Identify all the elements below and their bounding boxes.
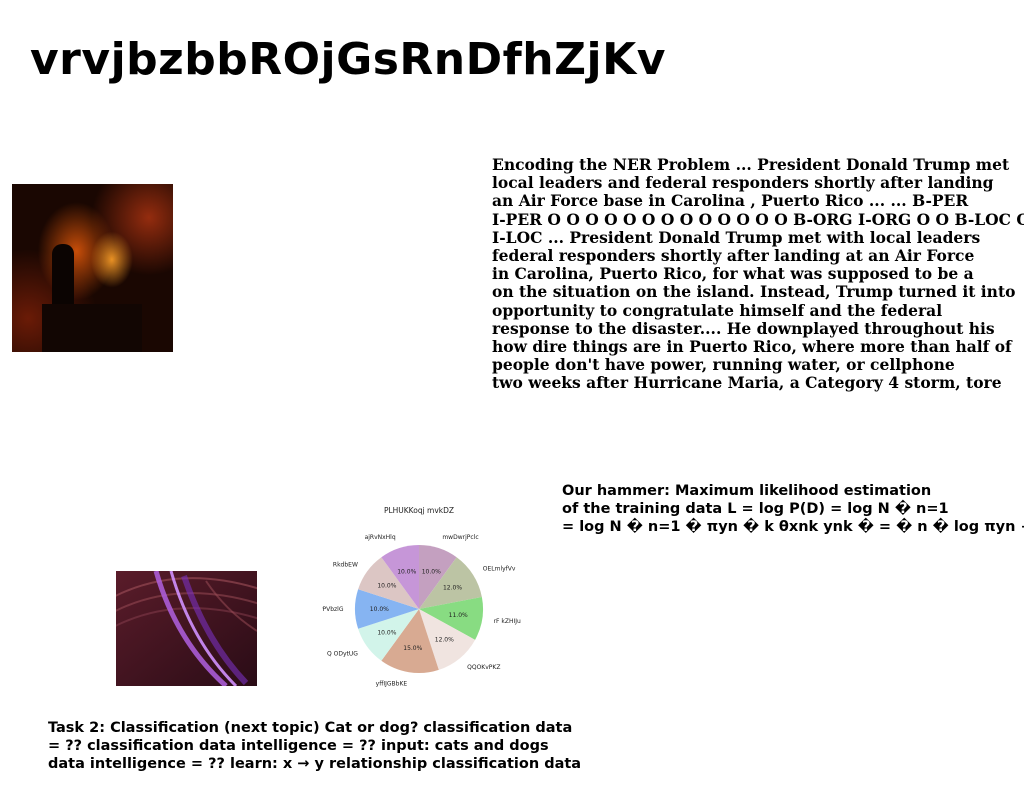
ner-text-block: Encoding the NER Problem ... President D… <box>492 155 1024 393</box>
slice-category-label: PPVbzlG <box>322 606 344 613</box>
slice-category-label: ajRvNxHlq <box>365 534 396 541</box>
slice-category-label: QQOKvPKZ <box>467 664 500 671</box>
text-line: I-PER O O O O O O O O O O O O O B-ORG I-… <box>492 209 1024 229</box>
text-line: = log N � n=1 � πyn � k θxnk ynk � = � n… <box>562 519 1024 535</box>
text-line: Task 2: Classification (next topic) Cat … <box>48 720 573 736</box>
pie-chart: PLHUKKoqj mvkDZ 10.0% mwDwrjPclc 12.0% OELm… <box>322 506 521 688</box>
page-title: vrvjbzbbROjGsRnDfhZjKv <box>30 34 666 85</box>
slice-percent-label: 10.0% <box>397 568 416 575</box>
slice-percent-label: 10.0% <box>422 568 441 575</box>
slice-category-label: rF kZHIJu <box>494 618 521 625</box>
mle-text-block: Our hammer: Maximum likelihood estimatio… <box>562 482 1024 536</box>
slice-percent-label: 12.0% <box>443 585 462 592</box>
slice-percent-label: 10.0% <box>377 629 396 636</box>
text-line: of the training data L = log P(D) = log … <box>562 501 949 517</box>
text-line: an Air Force base in Carolina , Puerto R… <box>492 191 969 211</box>
text-line: response to the disaster.... He downplay… <box>492 318 995 338</box>
text-line: people don't have power, running water, … <box>492 355 955 375</box>
pie-slice <box>358 557 419 609</box>
text-line: = ?? classification data intelligence = … <box>48 738 549 754</box>
slice-percent-label: 10.0% <box>370 606 389 613</box>
slice-category-label: RkdbEW <box>333 562 358 569</box>
pie-slice <box>381 609 439 673</box>
text-line: local leaders and federal responders sho… <box>492 173 994 193</box>
slice-category-label: OELmlyfVv <box>483 566 516 573</box>
pie-slice <box>358 609 419 661</box>
text-line: Encoding the NER Problem ... President D… <box>492 155 1010 174</box>
pie-slice <box>419 597 483 640</box>
pie-slice <box>419 545 457 609</box>
slice-percent-label: 11.0% <box>449 612 468 619</box>
chart-title: PLHUKKoqj mvkDZ <box>384 506 454 515</box>
slice-percent-label: 10.0% <box>377 583 396 590</box>
slice-category-label: mwDwrjPclc <box>442 534 478 541</box>
pie-slice <box>419 557 482 609</box>
task-text-block: Task 2: Classification (next topic) Cat … <box>48 719 581 773</box>
text-line: Our hammer: Maximum likelihood estimatio… <box>562 483 932 499</box>
slice-category-label: Q ODytUG <box>327 650 358 657</box>
pie-slice <box>419 609 476 670</box>
text-line: data intelligence = ?? learn: x → y rela… <box>48 756 582 772</box>
text-line: how dire things are in Puerto Rico, wher… <box>492 337 1012 357</box>
performer-silhouette <box>52 244 74 314</box>
concert-photo <box>12 184 173 352</box>
abstract-light-art <box>116 571 257 686</box>
abstract-light-image <box>116 571 257 686</box>
text-line: federal responders shortly after landing… <box>492 246 975 266</box>
text-line: on the situation on the island. Instead,… <box>492 282 1016 302</box>
text-line: two weeks after Hurricane Maria, a Categ… <box>492 373 1002 393</box>
slice-percent-label: 15.0% <box>403 645 422 652</box>
pie-slice <box>355 589 419 629</box>
text-line: in Carolina, Puerto Rico, for what was s… <box>492 264 974 284</box>
text-line: opportunity to congratulate himself and … <box>492 300 943 320</box>
text-line: I-LOC ... President Donald Trump met wit… <box>492 227 981 247</box>
pie-slice <box>381 545 419 609</box>
slice-category-label: yffIJGBbKE <box>376 681 408 688</box>
slice-percent-label: 12.0% <box>435 637 454 644</box>
equipment-silhouette <box>42 304 142 352</box>
